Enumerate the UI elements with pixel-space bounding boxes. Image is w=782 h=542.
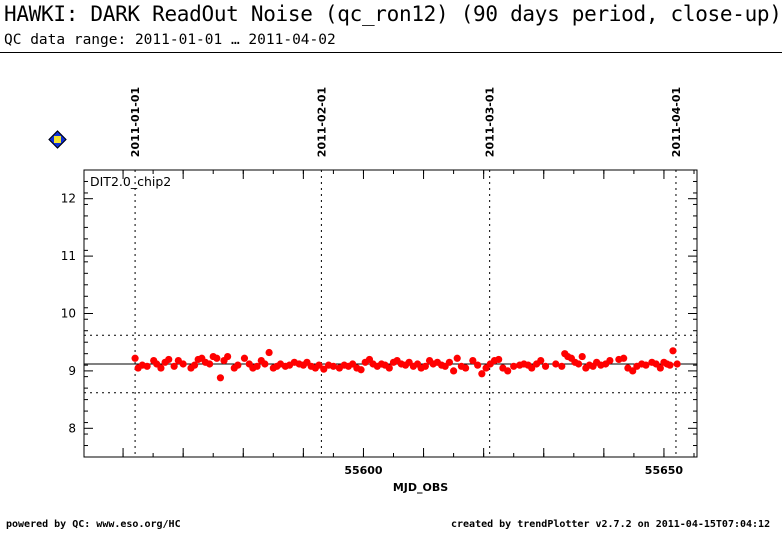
plot-frame [83,169,698,458]
data-point [510,362,518,370]
y-tick-label: 12 [61,192,76,206]
data-point [558,362,566,370]
footer-created-by: created by trendPlotter v2.7.2 on 2011-0… [451,519,771,530]
page-title: HAWKI: DARK ReadOut Noise (qc_ron12) (90… [4,2,782,26]
data-point [673,360,681,368]
data-point [552,360,560,368]
data-point [234,361,242,369]
data-point [669,347,677,355]
data-point [240,354,249,362]
data-point [213,354,221,362]
data-point [170,362,178,370]
data-point [329,362,338,370]
data-point [528,364,536,372]
data-point [606,356,614,365]
data-range-subtitle: QC data range: 2011-01-01 … 2011-04-02 [4,32,336,48]
data-point [450,367,458,375]
data-point [578,352,586,361]
data-point [620,354,628,362]
y-tick-label: 11 [61,249,76,263]
data-point [474,361,482,369]
data-point [216,374,225,382]
date-marker-label: 2011-02-01 [315,87,328,157]
x-axis-label: MJD_OBS [393,481,448,494]
data-point [504,367,512,375]
y-tick-label: 9 [68,364,76,378]
data-point [537,356,545,365]
data-point [421,362,429,370]
data-point [495,355,503,364]
data-point [541,362,550,370]
header-divider [0,52,782,53]
data-point [190,361,199,369]
data-point [385,364,393,372]
data-point [157,364,165,372]
data-point [478,370,486,378]
data-point [445,358,453,366]
data-point [666,361,674,369]
data-point [357,366,365,374]
data-point [642,361,650,369]
data-point [224,352,232,361]
data-point [265,348,273,357]
footer-powered-by: powered by QC: www.eso.org/HC [6,519,181,530]
date-marker-label: 2011-03-01 [484,87,497,157]
data-point [143,362,151,370]
y-tick-label: 8 [68,421,76,435]
date-marker-label: 2011-04-01 [670,87,683,157]
data-point [320,365,328,373]
data-point [462,364,470,372]
data-point [629,367,637,375]
x-tick-label: 55600 [344,464,383,477]
data-point [179,360,187,368]
data-point [253,362,261,370]
data-point [453,354,461,362]
data-point [575,360,583,368]
data-point [469,356,477,365]
panel-label: DIT2.0_chip2 [90,174,171,189]
date-marker-label: 2011-01-01 [129,87,142,157]
data-point [656,364,664,372]
data-point [261,360,269,368]
data-point [165,355,173,364]
y-tick-label: 10 [61,307,76,321]
data-point [206,360,214,368]
data-point [131,354,139,362]
data-point [315,361,323,369]
x-tick-label: 55650 [645,464,684,477]
